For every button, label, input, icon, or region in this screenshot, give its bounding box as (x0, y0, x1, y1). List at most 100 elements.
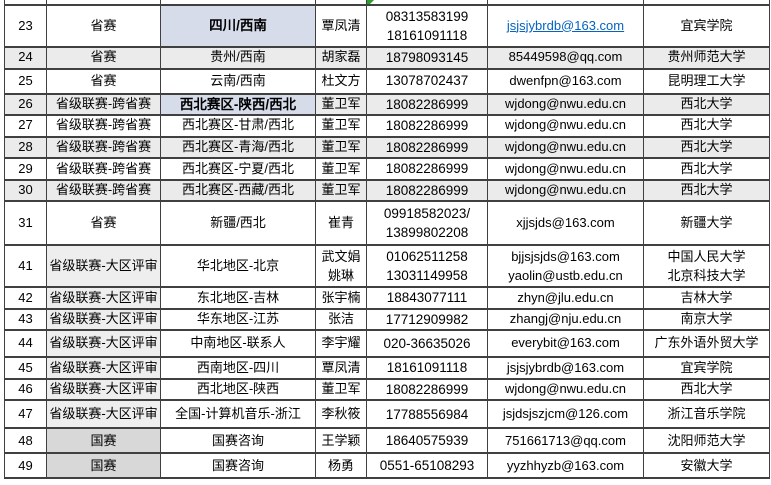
cell-region[interactable]: 西北赛区-青海/西北 (160, 135, 316, 160)
cell-competition-type[interactable]: 省赛 (46, 200, 161, 247)
cell-university[interactable]: 宜宾学院 (643, 4, 770, 48)
cell-competition-type[interactable]: 省级联赛-跨省赛 (46, 157, 161, 181)
cell-contact-name[interactable]: 覃凤清 (315, 4, 367, 48)
cell-competition-type[interactable]: 省级联赛-跨省赛 (46, 178, 161, 203)
cell-row-number[interactable]: 26 (4, 92, 47, 117)
cell-contact-name[interactable]: 崔青 (315, 200, 367, 247)
cell-contact-name[interactable]: 李宇耀 (315, 329, 367, 359)
cell-university[interactable]: 贵州师范大学 (643, 46, 770, 70)
cell-row-number[interactable]: 48 (4, 427, 47, 455)
cell-competition-type[interactable]: 省级联赛-大区评审 (46, 356, 161, 380)
cell-contact-name[interactable]: 董卫军 (315, 377, 367, 402)
cell-region[interactable]: 云南/西南 (160, 67, 316, 95)
cell-contact-name[interactable]: 王学颖 (315, 427, 367, 455)
cell-contact-name[interactable]: 胡家磊 (315, 46, 367, 70)
cell-email[interactable]: jsjsjybrdb@163.com (487, 356, 644, 380)
cell-contact-name[interactable]: 杜文方 (315, 67, 367, 95)
cell-competition-type[interactable]: 国赛 (46, 452, 161, 480)
cell-contact-name[interactable]: 董卫军 (315, 178, 367, 203)
cell-competition-type[interactable]: 省级联赛-跨省赛 (46, 92, 161, 117)
cell-region[interactable]: 西北赛区-陕西/西北 (160, 92, 316, 117)
cell-competition-type[interactable]: 省级联赛-跨省赛 (46, 135, 161, 160)
cell-region[interactable]: 国赛咨询 (160, 452, 316, 480)
cell-row-number[interactable]: 43 (4, 307, 47, 332)
cell-competition-type[interactable]: 省级联赛-大区评审 (46, 377, 161, 402)
cell-competition-type[interactable]: 省级联赛-大区评审 (46, 286, 161, 310)
cell-phone[interactable]: 18798093145 (366, 46, 488, 70)
cell-university[interactable]: 西北大学 (643, 92, 770, 117)
cell-region[interactable]: 西北赛区-宁夏/西北 (160, 157, 316, 181)
cell-row-number[interactable]: 30 (4, 178, 47, 203)
cell-contact-name[interactable]: 武文娟 姚琳 (315, 244, 367, 289)
cell-region[interactable]: 华东地区-江苏 (160, 307, 316, 332)
cell-contact-name[interactable]: 董卫军 (315, 92, 367, 117)
cell-phone[interactable]: 18843077111 (366, 286, 488, 310)
partial-cell[interactable] (643, 0, 770, 6)
cell-phone[interactable]: 18161091118 (366, 356, 488, 380)
partial-cell[interactable] (160, 0, 316, 6)
cell-row-number[interactable]: 28 (4, 135, 47, 160)
cell-phone[interactable]: 18082286999 (366, 178, 488, 203)
partial-cell[interactable] (4, 0, 47, 6)
cell-contact-name[interactable]: 覃凤清 (315, 356, 367, 380)
cell-competition-type[interactable]: 省级联赛-跨省赛 (46, 114, 161, 138)
cell-region[interactable]: 国赛咨询 (160, 427, 316, 455)
cell-competition-type[interactable]: 省级联赛-大区评审 (46, 244, 161, 289)
cell-email[interactable]: wjdong@nwu.edu.cn (487, 92, 644, 117)
cell-competition-type[interactable]: 省级联赛-大区评审 (46, 399, 161, 430)
cell-contact-name[interactable]: 董卫军 (315, 157, 367, 181)
cell-contact-name[interactable]: 董卫军 (315, 114, 367, 138)
cell-region[interactable]: 西北赛区-甘肃/西北 (160, 114, 316, 138)
cell-contact-name[interactable]: 董卫军 (315, 135, 367, 160)
cell-email[interactable]: wjdong@nwu.edu.cn (487, 377, 644, 402)
cell-row-number[interactable]: 23 (4, 4, 47, 48)
cell-email[interactable]: dwenfpn@163.com (487, 67, 644, 95)
cell-phone[interactable]: 17712909982 (366, 307, 488, 332)
cell-phone[interactable]: 18082286999 (366, 157, 488, 181)
cell-region[interactable]: 四川/西南 (160, 4, 316, 48)
cell-email[interactable]: xjjsjds@163.com (487, 200, 644, 247)
cell-region[interactable]: 西北赛区-西藏/西北 (160, 178, 316, 203)
cell-email[interactable]: jsjdsjszjcm@126.com (487, 399, 644, 430)
cell-region[interactable]: 华北地区-北京 (160, 244, 316, 289)
cell-row-number[interactable]: 47 (4, 399, 47, 430)
cell-row-number[interactable]: 25 (4, 67, 47, 95)
cell-email[interactable]: bjjsjsjds@163.com yaolin@ustb.edu.cn (487, 244, 644, 289)
cell-competition-type[interactable]: 省级联赛-大区评审 (46, 329, 161, 359)
cell-university[interactable]: 西北大学 (643, 178, 770, 203)
cell-university[interactable]: 南京大学 (643, 307, 770, 332)
cell-competition-type[interactable]: 国赛 (46, 427, 161, 455)
cell-phone[interactable]: 18640575939 (366, 427, 488, 455)
cell-competition-type[interactable]: 省赛 (46, 4, 161, 48)
cell-phone[interactable]: 18082286999 (366, 135, 488, 160)
cell-university[interactable]: 昆明理工大学 (643, 67, 770, 95)
cell-email[interactable]: zhyn@jlu.edu.cn (487, 286, 644, 310)
cell-phone[interactable]: 020-36635026 (366, 329, 488, 359)
cell-competition-type[interactable]: 省赛 (46, 67, 161, 95)
partial-cell[interactable] (366, 0, 488, 6)
email-link[interactable]: jsjsjybrdb@163.com (506, 17, 625, 33)
cell-region[interactable]: 西南地区-四川 (160, 356, 316, 380)
cell-competition-type[interactable]: 省级联赛-大区评审 (46, 307, 161, 332)
cell-phone[interactable]: 18082286999 (366, 92, 488, 117)
cell-university[interactable]: 吉林大学 (643, 286, 770, 310)
cell-university[interactable]: 浙江音乐学院 (643, 399, 770, 430)
cell-region[interactable]: 东北地区-吉林 (160, 286, 316, 310)
cell-contact-name[interactable]: 杨勇 (315, 452, 367, 480)
cell-university[interactable]: 西北大学 (643, 135, 770, 160)
cell-competition-type[interactable]: 省赛 (46, 46, 161, 70)
cell-university[interactable]: 沈阳师范大学 (643, 427, 770, 455)
cell-region[interactable]: 贵州/西南 (160, 46, 316, 70)
cell-row-number[interactable]: 29 (4, 157, 47, 181)
cell-email[interactable]: wjdong@nwu.edu.cn (487, 157, 644, 181)
cell-university[interactable]: 中国人民大学 北京科技大学 (643, 244, 770, 289)
cell-phone[interactable]: 18082286999 (366, 377, 488, 402)
cell-contact-name[interactable]: 李秋筱 (315, 399, 367, 430)
partial-cell[interactable] (46, 0, 161, 6)
cell-phone[interactable]: 13078702437 (366, 67, 488, 95)
cell-row-number[interactable]: 49 (4, 452, 47, 480)
cell-contact-name[interactable]: 张洁 (315, 307, 367, 332)
cell-phone[interactable]: 08313583199 18161091118 (366, 4, 488, 48)
cell-region[interactable]: 新疆/西北 (160, 200, 316, 247)
cell-row-number[interactable]: 46 (4, 377, 47, 402)
